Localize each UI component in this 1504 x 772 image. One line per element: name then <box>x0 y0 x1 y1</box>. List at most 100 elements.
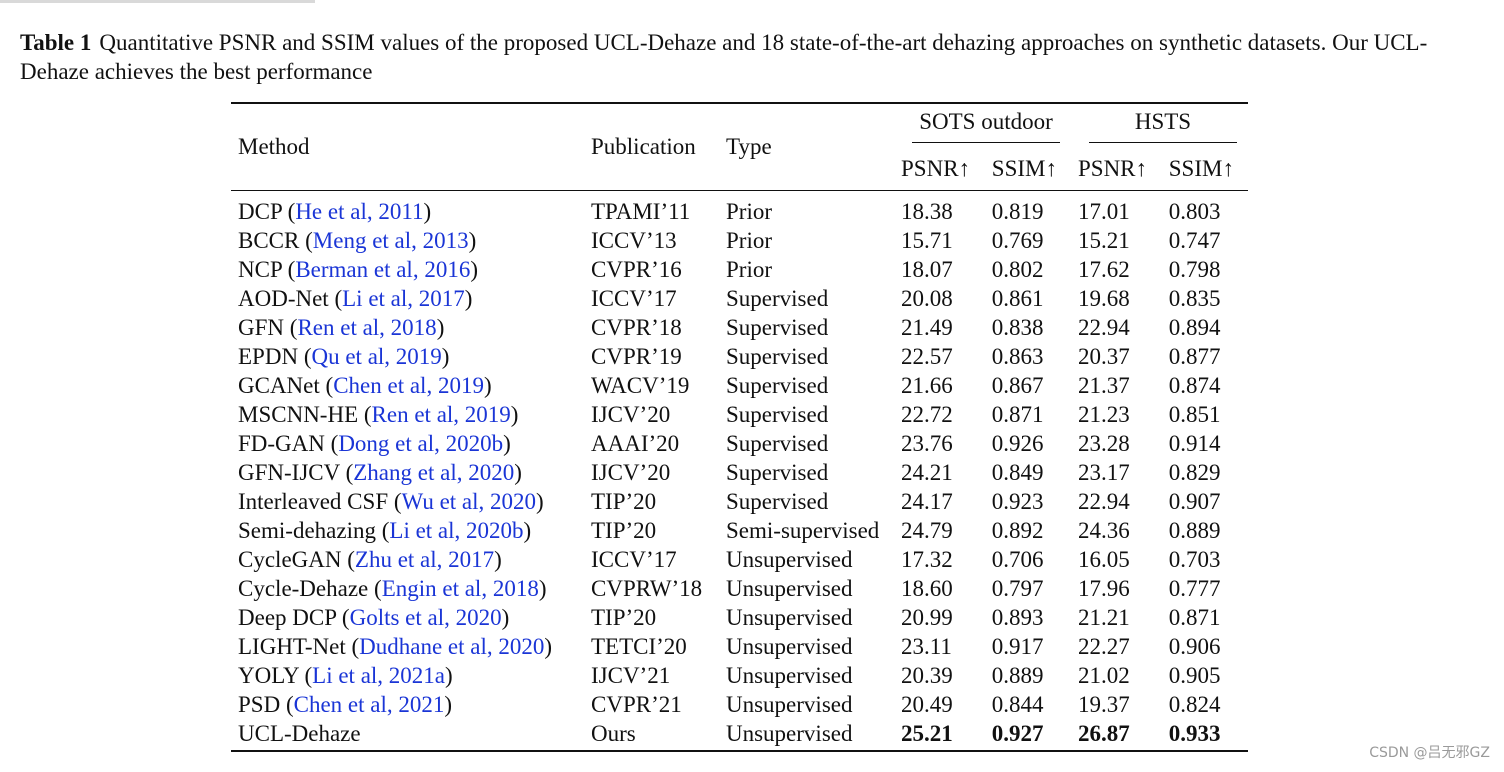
table-row: Interleaved CSF (Wu et al, 2020) TIP’20 Su… <box>231 487 1248 516</box>
hsts-psnr-value: 26.87 <box>1077 721 1130 746</box>
method-name: PSD <box>238 692 281 717</box>
citation-link[interactable]: Golts et al, 2020 <box>349 605 502 630</box>
method-cell: PSD (Chen et al, 2021) <box>238 692 453 717</box>
publication-cell: ICCV’17 <box>584 284 719 313</box>
sots-psnr-cell: 24.21 <box>894 458 985 487</box>
hsts-ssim-value: 0.914 <box>1168 431 1221 456</box>
hsts-psnr-cell: 17.01 <box>1071 191 1162 227</box>
header-sots-ssim: SSIM↑ <box>984 148 1071 191</box>
header-type: Type <box>719 102 894 191</box>
citation-link[interactable]: Li et al, 2021a <box>312 663 446 688</box>
sots-ssim-cell: 0.838 <box>985 313 1071 342</box>
citation-link[interactable]: Li et al, 2017 <box>342 286 465 311</box>
sots-psnr-cell: 18.60 <box>894 574 985 603</box>
hsts-ssim-cell: 0.835 <box>1162 284 1248 313</box>
hsts-psnr-value: 21.21 <box>1077 605 1130 630</box>
citation-link[interactable]: Meng et al, 2013 <box>312 228 469 253</box>
citation-link[interactable]: Zhang et al, 2020 <box>353 460 515 485</box>
publication-cell: CVPR’16 <box>584 255 719 284</box>
table-row: EPDN (Qu et al, 2019) CVPR’19 Supervised 22… <box>231 342 1248 371</box>
method-cell: LIGHT-Net (Dudhane et al, 2020) <box>238 634 553 659</box>
sots-psnr-cell: 18.07 <box>894 255 985 284</box>
type-cell: Supervised <box>719 458 894 487</box>
publication-value: WACV’19 <box>591 373 690 398</box>
sots-ssim-value: 0.844 <box>991 692 1044 717</box>
method-name: MSCNN-HE <box>238 402 359 427</box>
sots-psnr-value: 20.49 <box>901 692 953 717</box>
citation-link[interactable]: Berman et al, 2016 <box>295 257 471 282</box>
method-cell: NCP (Berman et al, 2016) <box>238 257 478 282</box>
sots-ssim-value: 0.892 <box>991 518 1044 543</box>
sots-ssim-value: 0.893 <box>991 605 1044 630</box>
method-name: FD-GAN <box>238 431 325 456</box>
hsts-ssim-value: 0.803 <box>1168 199 1221 224</box>
method-cell: YOLY (Li et al, 2021a) <box>238 663 453 688</box>
hsts-psnr-cell: 21.37 <box>1071 371 1162 400</box>
sots-ssim-value: 0.861 <box>991 286 1044 311</box>
citation-link[interactable]: Ren et al, 2019 <box>371 402 511 427</box>
method-name: CycleGAN <box>238 547 342 572</box>
publication-cell: Ours <box>584 719 719 752</box>
hsts-ssim-cell: 0.747 <box>1162 226 1248 255</box>
method-name: Interleaved CSF <box>238 489 389 514</box>
citation-link[interactable]: Dudhane et al, 2020 <box>359 634 545 659</box>
citation-link[interactable]: Chen et al, 2021 <box>293 692 445 717</box>
hsts-psnr-value: 17.01 <box>1077 199 1130 224</box>
sots-psnr-cell: 23.11 <box>894 632 985 661</box>
type-value: Unsupervised <box>726 692 853 717</box>
method-cell: Semi-dehazing (Li et al, 2020b) <box>238 518 532 543</box>
type-cell: Unsupervised <box>719 603 894 632</box>
method-cell: AOD-Net (Li et al, 2017) <box>238 286 473 311</box>
header-row-1: Method Publication Type SOTS outdoor HST… <box>231 102 1248 191</box>
type-value: Semi-supervised <box>726 518 880 543</box>
publication-value: ICCV’17 <box>591 547 677 572</box>
sots-ssim-cell: 0.769 <box>985 226 1071 255</box>
method-cell: GCANet (Chen et al, 2019) <box>238 373 492 398</box>
publication-value: TIP’20 <box>591 518 657 543</box>
type-cell: Supervised <box>719 400 894 429</box>
type-cell: Supervised <box>719 342 894 371</box>
type-cell: Unsupervised <box>719 632 894 661</box>
hsts-ssim-cell: 0.889 <box>1162 516 1248 545</box>
publication-cell: IJCV’21 <box>584 661 719 690</box>
sots-psnr-value: 22.72 <box>901 402 953 427</box>
citation-link[interactable]: He et al, 2011 <box>295 199 424 224</box>
citation-link[interactable]: Li et al, 2020b <box>389 518 524 543</box>
type-cell: Supervised <box>719 487 894 516</box>
sots-psnr-value: 23.76 <box>901 431 953 456</box>
publication-value: TIP’20 <box>591 605 657 630</box>
hsts-psnr-cell: 22.94 <box>1071 487 1162 516</box>
type-cell: Supervised <box>719 313 894 342</box>
sots-psnr-cell: 22.57 <box>894 342 985 371</box>
citation-link[interactable]: Engin et al, 2018 <box>381 576 539 601</box>
citation-link[interactable]: Zhu et al, 2017 <box>354 547 495 572</box>
sots-psnr-value: 20.08 <box>901 286 953 311</box>
method-cell: Cycle-Dehaze (Engin et al, 2018) <box>238 576 547 601</box>
publication-value: CVPR’21 <box>591 692 682 717</box>
citation-link[interactable]: Qu et al, 2019 <box>311 344 442 369</box>
hsts-ssim-value: 0.871 <box>1168 605 1221 630</box>
publication-value: ICCV’17 <box>591 286 677 311</box>
citation-link[interactable]: Chen et al, 2019 <box>333 373 484 398</box>
type-cell: Supervised <box>719 371 894 400</box>
citation-link[interactable]: Ren et al, 2018 <box>297 315 437 340</box>
publication-cell: TPAMI’11 <box>584 191 719 227</box>
type-value: Unsupervised <box>726 721 853 746</box>
sots-ssim-cell: 0.844 <box>985 690 1071 719</box>
method-name: GFN-IJCV <box>238 460 340 485</box>
header-sots-psnr: PSNR↑ <box>894 148 985 191</box>
sots-ssim-value: 0.769 <box>991 228 1044 253</box>
citation-link[interactable]: Wu et al, 2020 <box>401 489 537 514</box>
method-cell: CycleGAN (Zhu et al, 2017) <box>238 547 502 572</box>
table-row: DCP (He et al, 2011) TPAMI’11 Prior 18.38 0.… <box>231 191 1248 227</box>
header-hsts-ssim: SSIM↑ <box>1161 148 1248 191</box>
hsts-ssim-value: 0.777 <box>1168 576 1221 601</box>
sots-ssim-cell: 0.923 <box>985 487 1071 516</box>
sots-ssim-cell: 0.797 <box>985 574 1071 603</box>
table-caption: Table 1 Quantitative PSNR and SSIM values… <box>20 28 1480 86</box>
citation-link[interactable]: Dong et al, 2020b <box>338 431 504 456</box>
hsts-psnr-value: 21.02 <box>1077 663 1130 688</box>
hsts-psnr-value: 24.36 <box>1077 518 1130 543</box>
type-value: Unsupervised <box>726 576 853 601</box>
sots-ssim-cell: 0.802 <box>985 255 1071 284</box>
